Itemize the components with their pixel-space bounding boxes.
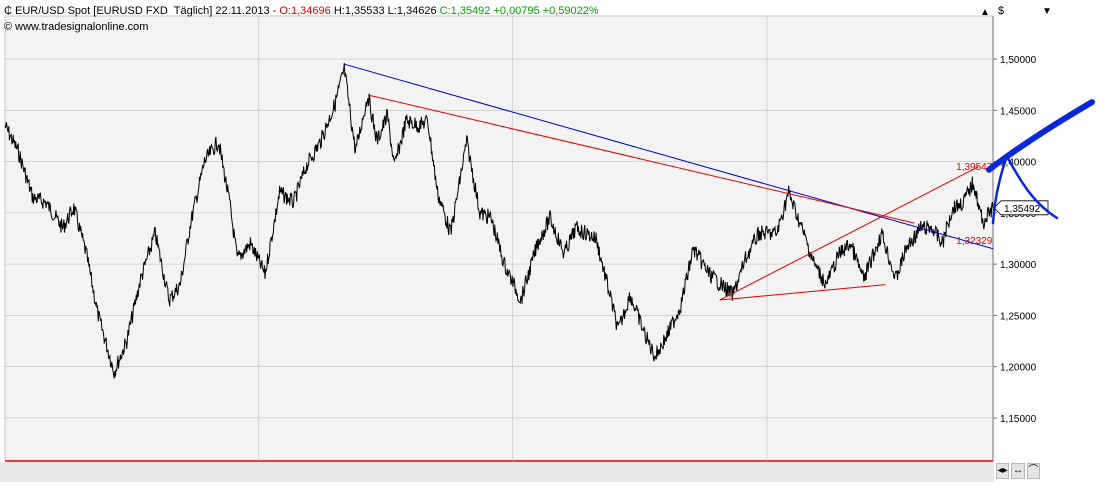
trendline bbox=[367, 94, 915, 224]
time-axis-strip bbox=[0, 462, 994, 482]
currency-symbol-icon: ₵ bbox=[4, 5, 12, 17]
y-tick-label: 1,15000 bbox=[1000, 414, 1037, 425]
y-tick-label: 1,20000 bbox=[1000, 363, 1037, 374]
annotation-label: 1,32329 bbox=[956, 236, 993, 247]
y-axis-panel bbox=[993, 16, 1057, 461]
source-label: © www.tradesignalonline.com bbox=[4, 21, 149, 33]
freehand-stroke bbox=[986, 99, 1095, 173]
y-tick-label: 1,25000 bbox=[1000, 311, 1037, 322]
navigation-buttons: ◂▸ ↔ ⌒ bbox=[996, 462, 1040, 480]
zoom-fit-icon[interactable]: ↔ bbox=[1011, 463, 1025, 479]
chevron-down-icon[interactable]: ▼ bbox=[1042, 6, 1052, 17]
y-tick-label: 1,40000 bbox=[1000, 158, 1037, 169]
chart-header: ₵ EUR/USD Spot [EURUSD FXD Täglich] 22.1… bbox=[4, 5, 599, 17]
annotation-label: 1,39547 bbox=[956, 162, 993, 173]
plot-area bbox=[4, 15, 994, 462]
last-value-box bbox=[993, 200, 1049, 216]
dollar-label: $ bbox=[998, 5, 1005, 17]
change-percent: +0,59022% bbox=[542, 5, 599, 17]
y-tick-label: 1,50000 bbox=[1000, 55, 1037, 66]
scroll-arrows-icon[interactable]: ◂▸ bbox=[996, 463, 1010, 479]
freehand-stroke bbox=[1005, 155, 1059, 220]
triangle-up-icon[interactable]: ▲ bbox=[980, 7, 990, 18]
open-value: O:1,34696 bbox=[279, 5, 331, 17]
last-value-label: 1,35492 bbox=[1004, 204, 1041, 215]
low-value: L:1,34626 bbox=[387, 5, 437, 17]
bar-date: 22.11.2013 bbox=[215, 5, 270, 17]
trendline bbox=[719, 166, 979, 301]
y-tick-label: 1,30000 bbox=[1000, 260, 1037, 271]
curve-icon[interactable]: ⌒ bbox=[1026, 463, 1040, 479]
change-value: +0,00795 bbox=[493, 5, 540, 17]
price-series-line bbox=[4, 62, 994, 379]
instrument-title: EUR/USD Spot [EURUSD FXD Täglich] bbox=[15, 5, 213, 17]
freehand-stroke bbox=[991, 155, 1009, 225]
close-value: C:1,35492 bbox=[439, 5, 491, 17]
trendline bbox=[344, 63, 994, 250]
y-tick-label: 1,45000 bbox=[1000, 106, 1037, 117]
high-value: H:1,35533 bbox=[333, 5, 385, 17]
trendline bbox=[719, 284, 886, 301]
